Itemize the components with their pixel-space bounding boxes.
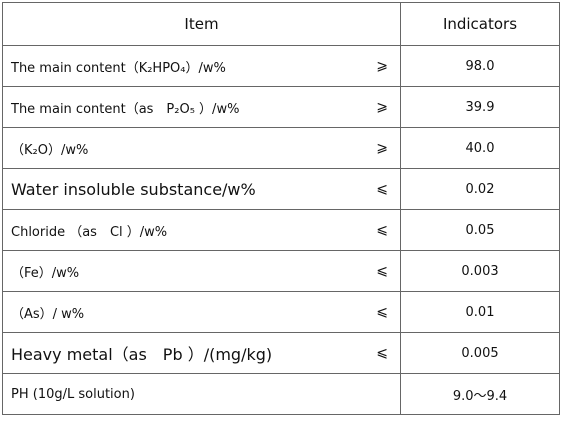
item-text: The main content（as P₂O₅ ）/w% bbox=[11, 101, 240, 117]
item-text: PH (10g/L solution) bbox=[11, 386, 135, 402]
comparison-sign: ⩽ bbox=[376, 222, 388, 238]
comparison-sign: ⩽ bbox=[376, 263, 388, 279]
item-text: Chloride （as Cl ）/w% bbox=[11, 224, 168, 240]
item-text: The main content（K₂HPO₄）/w% bbox=[11, 60, 226, 76]
item-text: Water insoluble substance/w% bbox=[11, 179, 256, 199]
value-cell: 0.005 bbox=[400, 332, 560, 374]
table-row: Heavy metal（as Pb ）/(mg/kg) ⩽ 0.005 bbox=[2, 332, 560, 374]
table-row: Water insoluble substance/w% ⩽ 0.02 bbox=[2, 168, 560, 210]
value-cell: 9.0～9.4 bbox=[400, 373, 560, 415]
value-cell: 40.0 bbox=[400, 127, 560, 169]
item-text: （Fe）/w% bbox=[11, 265, 80, 281]
value-cell: 98.0 bbox=[400, 45, 560, 87]
item-cell: （As）/ w% ⩽ bbox=[2, 291, 401, 333]
value-cell: 0.01 bbox=[400, 291, 560, 333]
comparison-sign: ⩾ bbox=[376, 140, 388, 156]
item-text: Heavy metal（as Pb ）/(mg/kg) bbox=[11, 345, 273, 364]
comparison-sign: ⩾ bbox=[376, 99, 388, 115]
comparison-sign: ⩽ bbox=[376, 345, 388, 361]
item-cell: Heavy metal（as Pb ）/(mg/kg) ⩽ bbox=[2, 332, 401, 374]
item-cell: Water insoluble substance/w% ⩽ bbox=[2, 168, 401, 210]
value-cell: 0.003 bbox=[400, 250, 560, 292]
item-cell: PH (10g/L solution) bbox=[2, 373, 401, 415]
table-row: Chloride （as Cl ）/w% ⩽ 0.05 bbox=[2, 209, 560, 251]
table-row: The main content（as P₂O₅ ）/w% ⩾ 39.9 bbox=[2, 86, 560, 128]
table-row: （Fe）/w% ⩽ 0.003 bbox=[2, 250, 560, 292]
item-cell: The main content（K₂HPO₄）/w% ⩾ bbox=[2, 45, 401, 87]
item-text: （K₂O）/w% bbox=[11, 142, 89, 158]
comparison-sign: ⩽ bbox=[376, 181, 388, 197]
item-cell: The main content（as P₂O₅ ）/w% ⩾ bbox=[2, 86, 401, 128]
comparison-sign: ⩾ bbox=[376, 58, 388, 74]
value-cell: 0.05 bbox=[400, 209, 560, 251]
item-cell: （Fe）/w% ⩽ bbox=[2, 250, 401, 292]
header-cell: Indicators bbox=[400, 2, 560, 46]
value-cell: 0.02 bbox=[400, 168, 560, 210]
header-row: Item Indicators bbox=[2, 2, 560, 46]
item-text: （As）/ w% bbox=[11, 306, 85, 322]
table-row: The main content（K₂HPO₄）/w% ⩾ 98.0 bbox=[2, 45, 560, 87]
table-row: （K₂O）/w% ⩾ 40.0 bbox=[2, 127, 560, 169]
table-row: PH (10g/L solution) 9.0～9.4 bbox=[2, 373, 560, 415]
value-cell: 39.9 bbox=[400, 86, 560, 128]
header-cell: Item bbox=[2, 2, 401, 46]
spec-table: Item Indicators The main content（K₂HPO₄）… bbox=[2, 2, 560, 415]
item-cell: Chloride （as Cl ）/w% ⩽ bbox=[2, 209, 401, 251]
table-row: （As）/ w% ⩽ 0.01 bbox=[2, 291, 560, 333]
item-cell: （K₂O）/w% ⩾ bbox=[2, 127, 401, 169]
comparison-sign: ⩽ bbox=[376, 304, 388, 320]
table-body: Item Indicators The main content（K₂HPO₄）… bbox=[2, 2, 560, 415]
